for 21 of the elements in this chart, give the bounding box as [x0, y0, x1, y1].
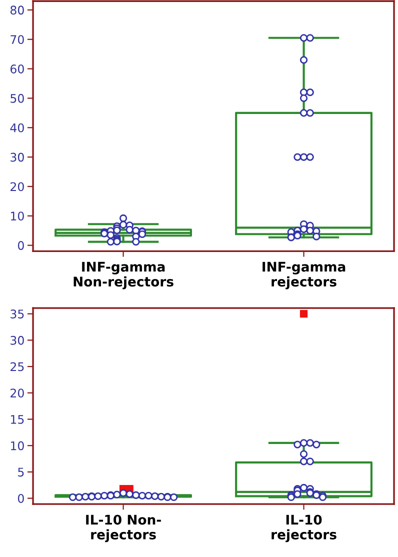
- y-tick-label: 35: [10, 310, 24, 318]
- y-tick-label: 15: [10, 415, 24, 424]
- y-tick-label: 20: [10, 388, 24, 398]
- x-tick-label: IL-10 rejectors: [272, 514, 336, 542]
- x-tick-label: IL-10 Non- rejectors: [86, 514, 161, 542]
- y-tick-label: 0: [18, 494, 24, 503]
- y-tick-label: 50: [10, 94, 24, 103]
- x-tick-label: INF-gamma rejectors: [262, 262, 346, 290]
- y-tick-label: 0: [18, 241, 24, 250]
- y-tick-label: 10: [10, 212, 24, 221]
- y-tick-label: 10: [10, 441, 24, 450]
- y-tick-label: 20: [10, 182, 24, 192]
- y-tick-label: 25: [10, 362, 24, 372]
- y-tick-label: 60: [10, 64, 24, 74]
- y-tick-label: 80: [10, 6, 24, 15]
- y-tick-label: 30: [10, 152, 24, 162]
- y-tick-label: 30: [10, 336, 24, 345]
- y-tick-label: 70: [10, 35, 24, 44]
- x-tick-label: INF-gamma Non-rejectors: [74, 262, 174, 290]
- y-tick-label: 40: [10, 123, 24, 132]
- y-tick-label: 5: [18, 468, 24, 477]
